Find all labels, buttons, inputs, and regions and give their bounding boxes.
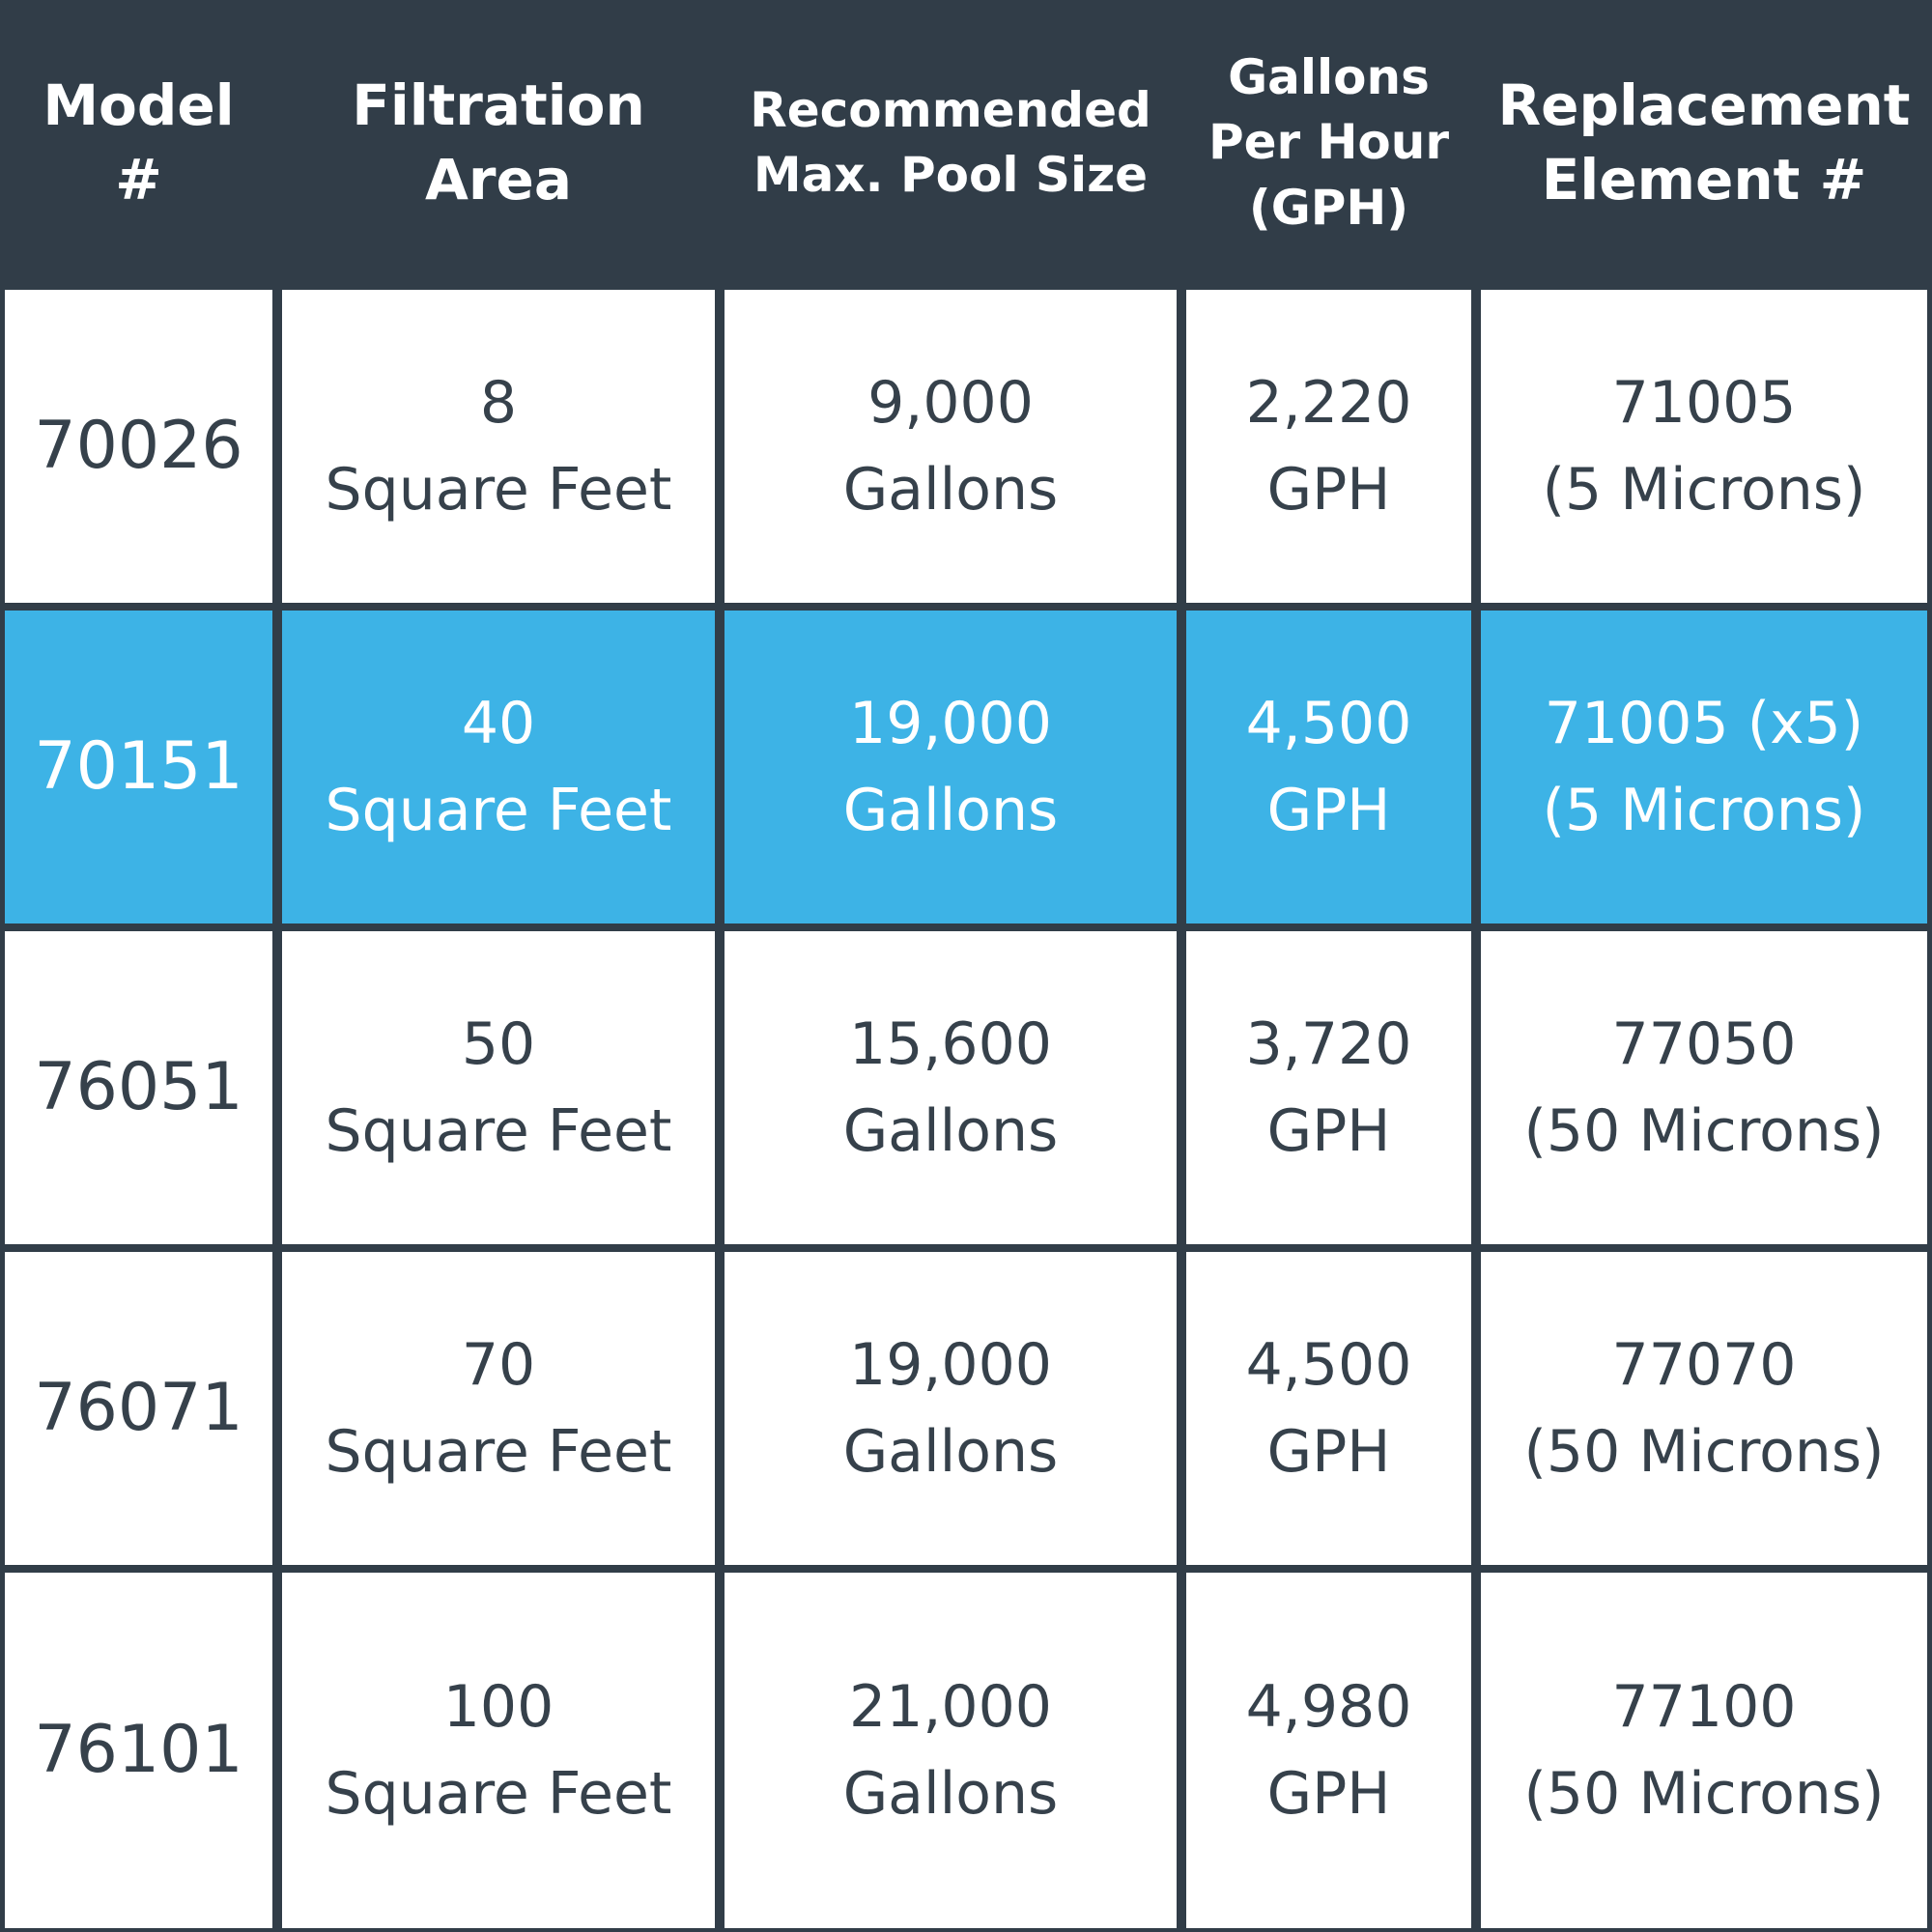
element-note: (5 Microns) xyxy=(1542,777,1866,844)
cell-model: 70151 xyxy=(0,607,277,927)
pool-unit: Gallons xyxy=(842,777,1059,844)
cell-filtration-area: 40 Square Feet xyxy=(277,607,720,927)
gph-value: 4,500 xyxy=(1245,1331,1412,1399)
pool-unit: Gallons xyxy=(842,1760,1059,1828)
pool-value: 21,000 xyxy=(849,1673,1052,1741)
cell-gph: 2,220 GPH xyxy=(1181,286,1476,607)
area-value: 8 xyxy=(479,369,518,437)
element-note: (50 Microns) xyxy=(1523,1760,1885,1828)
element-value: 77100 xyxy=(1611,1673,1797,1741)
cell-pool-size: 19,000 Gallons xyxy=(720,1248,1181,1569)
cell-filtration-area: 50 Square Feet xyxy=(277,927,720,1248)
cell-filtration-area: 100 Square Feet xyxy=(277,1569,720,1932)
cell-replacement-element: 71005 (x5) (5 Microns) xyxy=(1476,607,1932,927)
gph-unit: GPH xyxy=(1266,1418,1391,1486)
gph-value: 3,720 xyxy=(1245,1010,1412,1078)
cell-gph: 4,980 GPH xyxy=(1181,1569,1476,1932)
pool-unit: Gallons xyxy=(842,1418,1059,1486)
cell-replacement-element: 77070 (50 Microns) xyxy=(1476,1248,1932,1569)
cell-pool-size: 15,600 Gallons xyxy=(720,927,1181,1248)
pool-value: 9,000 xyxy=(867,369,1034,437)
element-note: (50 Microns) xyxy=(1523,1418,1885,1486)
header-max-pool-size: Recommended Max. Pool Size xyxy=(750,81,1151,204)
cell-model: 76101 xyxy=(0,1569,277,1932)
area-unit: Square Feet xyxy=(325,1418,672,1486)
cell-filtration-area: 70 Square Feet xyxy=(277,1248,720,1569)
area-unit: Square Feet xyxy=(325,1760,672,1828)
cell-model: 70026 xyxy=(0,286,277,607)
cell-replacement-element: 71005 (5 Microns) xyxy=(1476,286,1932,607)
cell-gph: 3,720 GPH xyxy=(1181,927,1476,1248)
area-unit: Square Feet xyxy=(325,456,672,524)
gph-value: 2,220 xyxy=(1245,369,1412,437)
cell-replacement-element: 77050 (50 Microns) xyxy=(1476,927,1932,1248)
cell-model: 76051 xyxy=(0,927,277,1248)
header-gph: Gallons Per Hour (GPH) xyxy=(1208,48,1450,236)
element-value: 71005 xyxy=(1611,369,1797,437)
area-value: 40 xyxy=(461,690,536,757)
gph-value: 4,500 xyxy=(1245,690,1412,757)
gph-unit: GPH xyxy=(1266,1097,1391,1165)
element-value: 71005 (x5) xyxy=(1544,690,1864,757)
pool-unit: Gallons xyxy=(842,456,1059,524)
header-filtration-area: Filtration Area xyxy=(352,72,645,213)
area-value: 50 xyxy=(461,1010,536,1078)
gph-unit: GPH xyxy=(1266,777,1391,844)
cell-filtration-area: 8 Square Feet xyxy=(277,286,720,607)
area-unit: Square Feet xyxy=(325,777,672,844)
pool-value: 15,600 xyxy=(849,1010,1052,1078)
header-replacement-element: Replacement Element # xyxy=(1497,72,1911,213)
gph-unit: GPH xyxy=(1266,456,1391,524)
pool-value: 19,000 xyxy=(849,1331,1052,1399)
element-value: 77050 xyxy=(1611,1010,1797,1078)
element-note: (50 Microns) xyxy=(1523,1097,1885,1165)
gph-value: 4,980 xyxy=(1245,1673,1412,1741)
gph-unit: GPH xyxy=(1266,1760,1391,1828)
cell-pool-size: 9,000 Gallons xyxy=(720,286,1181,607)
cell-replacement-element: 77100 (50 Microns) xyxy=(1476,1569,1932,1932)
pool-value: 19,000 xyxy=(849,690,1052,757)
cell-model: 76071 xyxy=(0,1248,277,1569)
cell-gph: 4,500 GPH xyxy=(1181,607,1476,927)
cell-pool-size: 19,000 Gallons xyxy=(720,607,1181,927)
cell-gph: 4,500 GPH xyxy=(1181,1248,1476,1569)
pool-unit: Gallons xyxy=(842,1097,1059,1165)
element-note: (5 Microns) xyxy=(1542,456,1866,524)
area-value: 70 xyxy=(461,1331,536,1399)
area-unit: Square Feet xyxy=(325,1097,672,1165)
cell-pool-size: 21,000 Gallons xyxy=(720,1569,1181,1932)
area-value: 100 xyxy=(442,1673,554,1741)
element-value: 77070 xyxy=(1611,1331,1797,1399)
header-model: Model # xyxy=(43,72,235,213)
